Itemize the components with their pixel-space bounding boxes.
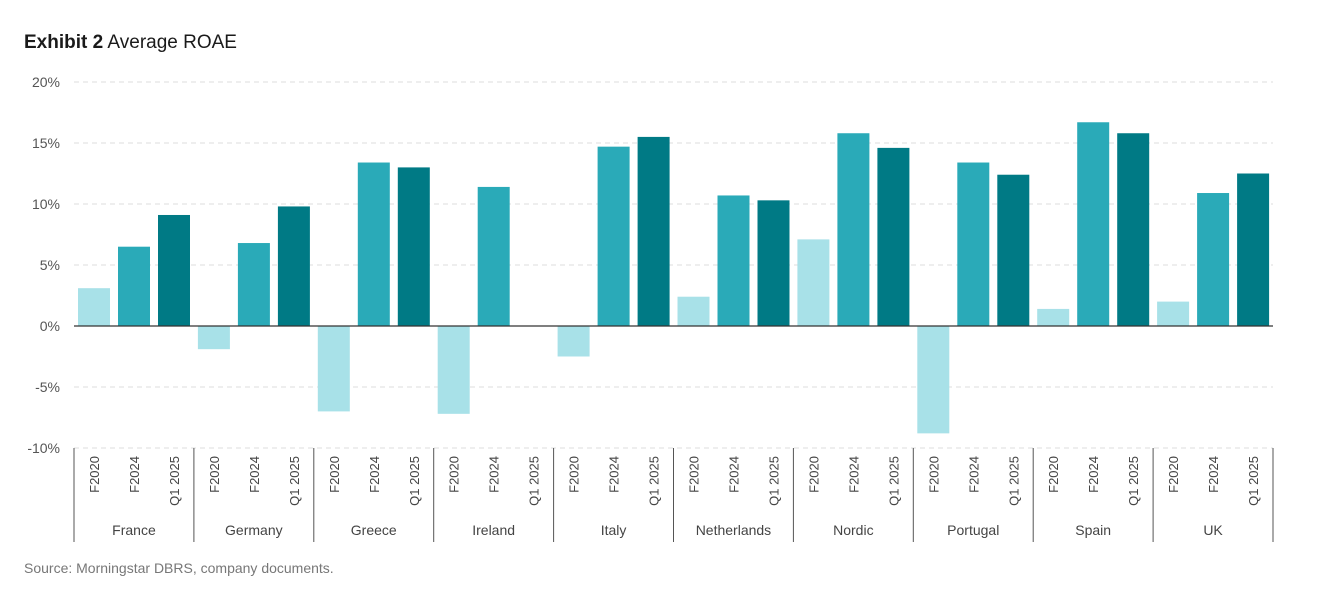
period-tick-label: Q1 2025 (1126, 456, 1141, 506)
bar (677, 296, 710, 326)
exhibit-title: Average ROAE (107, 32, 237, 53)
bar (957, 162, 990, 326)
period-tick-label: Q1 2025 (767, 456, 782, 506)
y-tick-label: 5% (40, 257, 60, 273)
group-label: Italy (601, 522, 627, 538)
bar (197, 326, 230, 350)
period-tick-label: F2024 (247, 456, 262, 493)
period-tick-label: F2024 (1206, 456, 1221, 493)
y-tick-label: 15% (32, 135, 60, 151)
bar (1037, 308, 1070, 326)
period-tick-label: F2024 (607, 456, 622, 493)
y-tick-label: -10% (27, 440, 60, 456)
source-note: Source: Morningstar DBRS, company docume… (24, 560, 334, 576)
period-tick-label: F2020 (87, 456, 102, 493)
group-label: Greece (351, 522, 397, 538)
period-tick-label: F2024 (727, 456, 742, 493)
bar (757, 200, 790, 326)
period-tick-label: F2024 (367, 456, 382, 493)
period-tick-label: F2020 (447, 456, 462, 493)
period-tick-label: F2024 (966, 456, 981, 493)
bar (917, 326, 950, 434)
bar (78, 288, 110, 326)
bar (477, 186, 510, 326)
period-tick-label: F2020 (806, 456, 821, 493)
bar (797, 239, 830, 326)
period-tick-label: F2020 (207, 456, 222, 493)
period-tick-label: Q1 2025 (407, 456, 422, 506)
bar (397, 167, 430, 326)
group-label: Nordic (833, 522, 873, 538)
bar (997, 174, 1030, 326)
y-tick-label: -5% (35, 379, 60, 395)
bar (637, 136, 670, 326)
bar (1117, 133, 1150, 326)
bar (237, 243, 270, 326)
period-tick-label: F2024 (1086, 456, 1101, 493)
period-tick-label: F2020 (327, 456, 342, 493)
period-tick-label: F2020 (687, 456, 702, 493)
period-tick-label: Q1 2025 (886, 456, 901, 506)
period-tick-label: Q1 2025 (1246, 456, 1261, 506)
bar (1077, 122, 1110, 326)
bar (1157, 301, 1190, 326)
bar (1197, 193, 1230, 326)
exhibit-label: Exhibit 2 (24, 32, 104, 53)
bar (877, 147, 910, 326)
period-tick-label: F2024 (127, 456, 142, 493)
bar (597, 146, 630, 326)
bar (557, 326, 590, 357)
period-tick-label: F2024 (487, 456, 502, 493)
y-tick-label: 0% (40, 318, 60, 334)
chart-title: Exhibit 2 Average ROAE (24, 32, 237, 54)
period-tick-label: Q1 2025 (1006, 456, 1021, 506)
period-tick-label: Q1 2025 (647, 456, 662, 506)
period-tick-label: F2020 (1046, 456, 1061, 493)
group-label: Portugal (947, 522, 999, 538)
period-tick-label: F2020 (1166, 456, 1181, 493)
period-tick-label: F2024 (846, 456, 861, 493)
group-label: France (112, 522, 156, 538)
bar (317, 326, 350, 412)
bar (158, 214, 190, 326)
group-label: Netherlands (696, 522, 772, 538)
group-label: Spain (1075, 522, 1111, 538)
bar (717, 195, 750, 326)
y-tick-label: 20% (32, 74, 60, 90)
period-tick-label: F2020 (926, 456, 941, 493)
bar (357, 162, 390, 326)
group-label: Germany (225, 522, 283, 538)
y-tick-label: 10% (32, 196, 60, 212)
bar (118, 246, 150, 326)
group-label: UK (1203, 522, 1223, 538)
period-tick-label: F2020 (567, 456, 582, 493)
bar (437, 326, 470, 414)
group-label: Ireland (472, 522, 515, 538)
bar (1237, 173, 1270, 326)
period-tick-label: Q1 2025 (167, 456, 182, 506)
period-tick-label: Q1 2025 (527, 456, 542, 506)
bar (837, 133, 870, 326)
bar (277, 206, 310, 326)
period-tick-label: Q1 2025 (287, 456, 302, 506)
